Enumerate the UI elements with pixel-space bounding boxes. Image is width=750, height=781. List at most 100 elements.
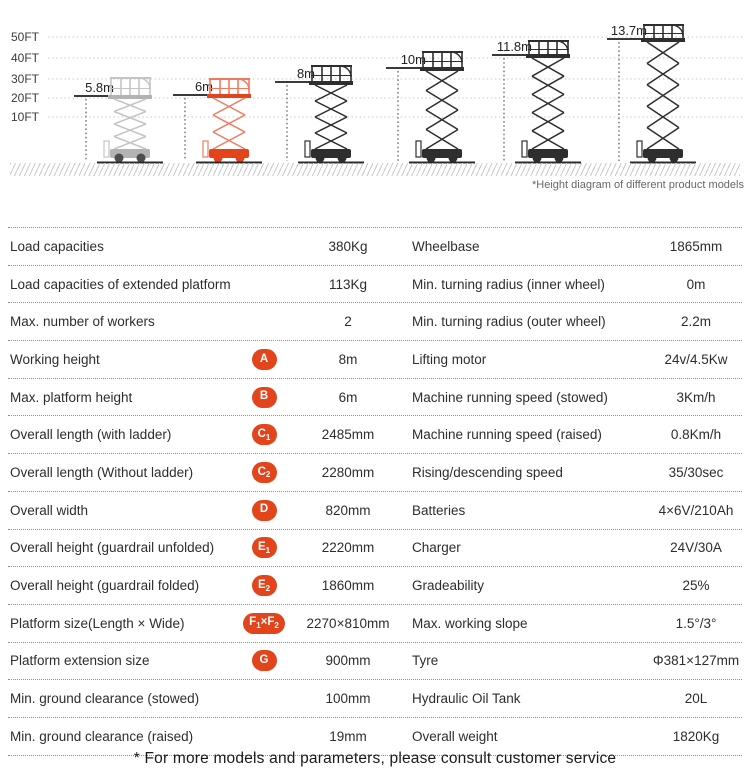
spec-row: Working height A 8m Lifting motor 24v/4.5Kw (8, 341, 742, 379)
spec-badge-cell: A (238, 341, 290, 378)
guardrail-gate-arc (450, 51, 463, 64)
spec-right-value: 0.8Km/h (670, 427, 722, 443)
ft-scale-label: 20FT (11, 91, 40, 105)
footer-note: * For more models and parameters, please… (133, 750, 617, 767)
spec-left-value: 2270×810mm (306, 615, 390, 631)
ladder (636, 140, 643, 158)
dimension-badge: A (251, 348, 277, 370)
scissor-arm (314, 116, 348, 134)
lift-height-label: 10m (401, 52, 426, 67)
lift-height-label: 8m (297, 66, 315, 81)
dimension-badge: G (251, 650, 277, 672)
scissor-lift: 6m (173, 78, 262, 164)
guardrail-gate-arc (339, 65, 352, 78)
spec-right-value: 2.2m (680, 314, 711, 330)
scissor-arm (314, 84, 348, 102)
spec-right-value: Φ381×127mm (652, 653, 740, 669)
ladder (521, 140, 528, 158)
wheel (448, 153, 458, 163)
spec-left-value: 820mm (325, 502, 371, 518)
spec-right-value: 4×6V/210Ah (658, 502, 734, 518)
scissor-lift: 13.7m (607, 23, 696, 164)
scissor-lift: 5.8m (74, 77, 163, 164)
spec-right-value: 35/30sec (668, 464, 724, 480)
spec-left-value: 19mm (329, 728, 367, 744)
wheel (532, 153, 542, 163)
scissor-lift: 10m (386, 51, 475, 164)
spec-left-label: Overall length (with ladder) (10, 427, 172, 443)
spec-row: Load capacities 380Kg Wheelbase 1865mm (8, 228, 742, 266)
scissor-arm (212, 97, 246, 116)
scissor-arm (113, 98, 147, 113)
spec-left-label: Load capacities of extended platform (10, 276, 231, 292)
scissor-arm (113, 123, 147, 138)
guardrail-gate-arc (138, 77, 151, 90)
spec-left-label: Platform extension size (10, 653, 150, 669)
scissor-arm (314, 100, 348, 118)
spec-badge-cell: G (238, 643, 290, 680)
wheel (554, 153, 564, 163)
spec-right-value: 0m (686, 276, 706, 292)
dimension-badge: D (251, 499, 277, 521)
spec-row: Max. number of workers 2 Min. turning radi… (8, 303, 742, 342)
scissor-arm (646, 105, 680, 129)
spec-right-label: Rising/descending speed (412, 464, 563, 480)
scissor-arm (425, 128, 459, 150)
spec-right-label: Max. working slope (412, 615, 528, 631)
scissor-arm (314, 132, 348, 150)
ft-scale-label: 40FT (11, 51, 40, 65)
wheel (647, 153, 657, 163)
spec-left-value: 2220mm (321, 540, 375, 556)
guardrail-gate-arc (671, 24, 684, 37)
scissor-arm (531, 111, 565, 132)
spec-left-label: Min. ground clearance (raised) (10, 728, 194, 744)
scissor-arm (212, 114, 246, 133)
platform-deck (641, 38, 685, 42)
lift-height-label: 11.8m (497, 39, 532, 54)
wheel (213, 153, 223, 163)
spec-left-value: 1860mm (321, 578, 375, 594)
wheel (235, 153, 245, 163)
spec-right-label: Overall weight (412, 728, 498, 744)
scissor-arm (425, 109, 459, 131)
spec-left-label: Platform size(Length × Wide) (10, 615, 185, 631)
spec-right-label: Machine running speed (stowed) (412, 389, 608, 405)
scissor-arm (425, 70, 459, 92)
height-diagram: 50FT 40FT 30FT 20FT 10FT 5.8m 6m 8m 10m 11.8m 13.7… (0, 0, 750, 200)
wheel (315, 153, 325, 163)
spec-left-label: Max. number of workers (10, 314, 155, 330)
platform-deck (526, 54, 570, 58)
lift-height-label: 5.8m (85, 80, 114, 95)
scissor-arm (531, 130, 565, 150)
spec-badge-cell (238, 680, 290, 717)
spec-right-label: Wheelbase (412, 238, 480, 254)
wheel (136, 153, 146, 163)
spec-right-label: Min. turning radius (inner wheel) (412, 276, 605, 292)
guardrail-gate-arc (556, 40, 569, 53)
spec-right-value: 1865mm (669, 238, 723, 254)
scissor-arm (646, 126, 680, 150)
dimension-badge: B (251, 386, 277, 408)
lift-height-label: 13.7m (611, 23, 647, 38)
wheel (426, 153, 436, 163)
scissor-arm (646, 41, 680, 65)
spec-left-label: Max. platform height (10, 389, 133, 405)
dimension-badge: F 1 ×F 2 (243, 612, 285, 634)
spec-row: Overall width D 820mm Batteries 4×6V/210Ah (8, 492, 742, 530)
platform-deck (207, 94, 251, 98)
spec-row: Min. ground clearance (raised) 19mm Overal… (8, 718, 742, 756)
wheel (669, 153, 679, 163)
spec-left-value: 2280mm (321, 464, 375, 480)
spec-row: Overall height (guardrail folded) E 2 1860m… (8, 567, 742, 605)
spec-right-value: 24v/4.5Kw (664, 351, 728, 367)
scissor-arm (212, 131, 246, 150)
scissor-arm (425, 89, 459, 111)
ladder (304, 140, 311, 158)
